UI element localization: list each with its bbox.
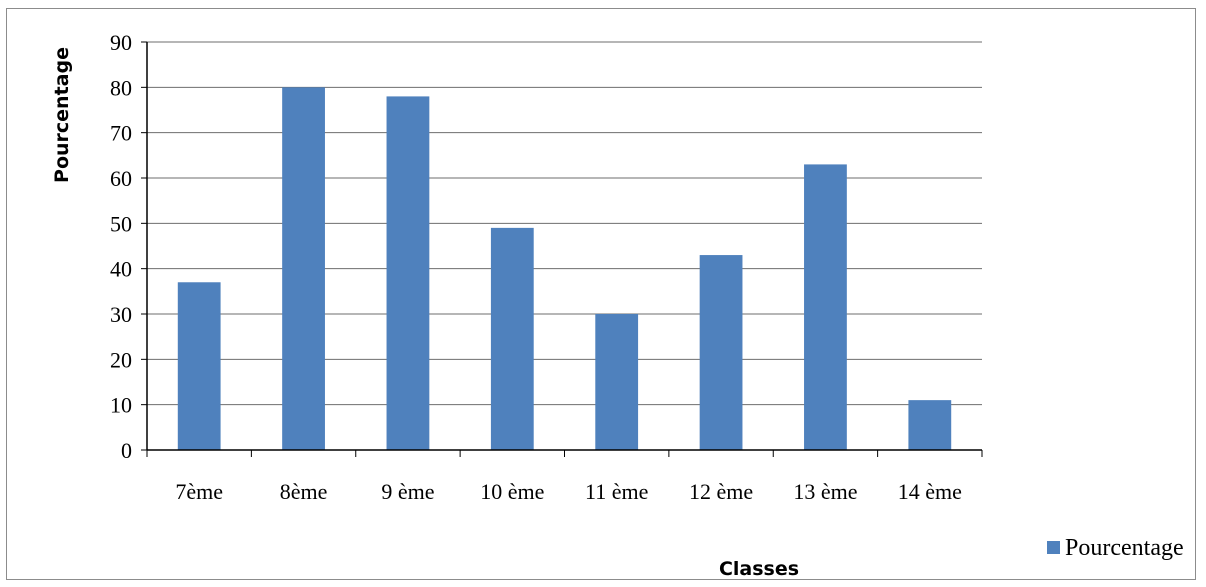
bar <box>177 282 221 450</box>
legend-label: Pourcentage <box>1065 535 1184 561</box>
x-tick-label: 12 ème <box>689 479 753 504</box>
x-tick-label: 14 ème <box>898 479 962 504</box>
bar <box>804 164 847 450</box>
bar <box>908 400 952 450</box>
gridlines <box>147 41 982 406</box>
x-axis-title: Classes <box>719 558 799 580</box>
bar <box>282 87 325 450</box>
bars <box>177 87 952 451</box>
y-tick-label: 60 <box>110 166 132 191</box>
x-tick-label: 7ème <box>175 479 223 504</box>
x-tick-label: 9 ème <box>381 479 434 504</box>
axes <box>146 42 982 451</box>
y-tick-label: 30 <box>110 302 132 327</box>
y-tick-label: 40 <box>110 257 132 282</box>
y-tick-label: 0 <box>121 438 132 463</box>
bar <box>490 227 534 450</box>
x-tick-label: 8ème <box>280 479 328 504</box>
y-tick-label: 70 <box>110 121 132 146</box>
bar <box>386 96 430 451</box>
legend-swatch <box>1047 541 1060 554</box>
y-tick-label: 80 <box>110 75 132 100</box>
y-tick-label: 50 <box>110 211 132 236</box>
bar <box>699 255 743 450</box>
y-tick-label: 10 <box>110 393 132 418</box>
x-axis-ticks: 7ème 8ème 9 ème 10 ème 11 ème 12 ème 13 ème 14 … <box>146 450 983 504</box>
x-tick-label: 10 ème <box>480 479 544 504</box>
legend: Pourcentage <box>1047 535 1184 561</box>
y-axis-ticks: 0 10 20 30 40 50 60 70 80 90 <box>110 30 147 463</box>
x-tick-label: 11 ème <box>585 479 648 504</box>
bar <box>595 314 639 450</box>
y-axis-title: Pourcentage <box>51 47 73 183</box>
x-tick-label: 13 ème <box>793 479 857 504</box>
y-tick-label: 90 <box>110 30 132 55</box>
y-tick-label: 20 <box>110 347 132 372</box>
